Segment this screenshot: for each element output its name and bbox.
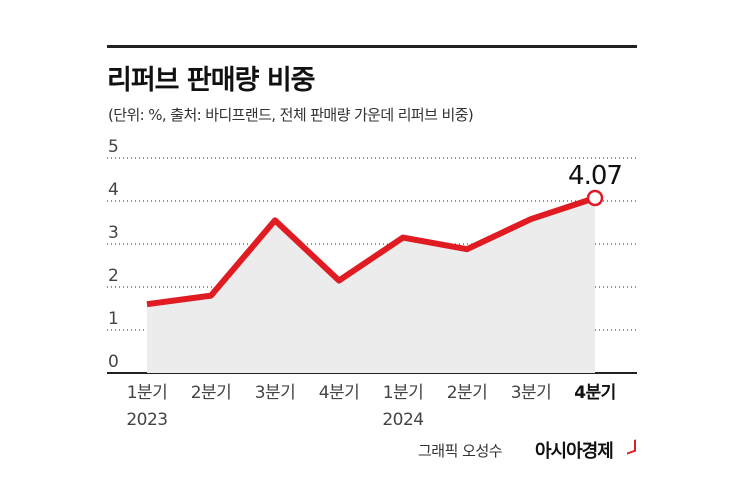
x-tick-labels: 1분기 2분기 3분기 4분기 1분기 2분기 3분기 4분기 2023 2024 (126, 383, 616, 430)
x-tick-label: 1분기 (383, 383, 424, 403)
series-line-layer (146, 189, 604, 308)
x-tick-label: 2분기 (447, 383, 488, 403)
x-tick-label: 2분기 (191, 383, 232, 403)
x-tick-label: 1분기 (127, 383, 168, 403)
y-tick-label: 0 (108, 352, 119, 372)
chart-title: 리퍼브 판매량 비중 (107, 65, 316, 96)
series-line (146, 195, 596, 308)
y-tick-labels: 0 1 2 3 4 5 (108, 137, 119, 372)
y-tick-label: 5 (108, 137, 119, 157)
brand-logo: 아시아경제 (535, 441, 614, 462)
year-label: 2024 (382, 410, 423, 430)
area-fill-layer (147, 197, 595, 373)
highlight-point (586, 189, 604, 207)
x-tick-label: 4분기 (319, 383, 360, 403)
y-tick-label: 3 (108, 223, 119, 243)
x-tick-label: 3분기 (511, 383, 552, 403)
graphic-credit: 그래픽 오성수 (418, 442, 503, 460)
chart-subtitle: (단위: %, 출처: 바디프랜드, 전체 판매량 가운데 리퍼브 비중) (108, 106, 474, 124)
y-tick-label: 4 (108, 180, 119, 200)
data-labels: 4.07 (568, 161, 623, 191)
data-label-highlight: 4.07 (568, 161, 622, 191)
year-label: 2023 (126, 410, 167, 430)
y-tick-label: 2 (108, 266, 119, 286)
x-tick-label: 3분기 (255, 383, 296, 403)
x-tick-label: 4분기 (574, 383, 616, 403)
area-fill (147, 197, 595, 373)
y-tick-label: 1 (108, 309, 119, 329)
top-rule (107, 45, 637, 48)
